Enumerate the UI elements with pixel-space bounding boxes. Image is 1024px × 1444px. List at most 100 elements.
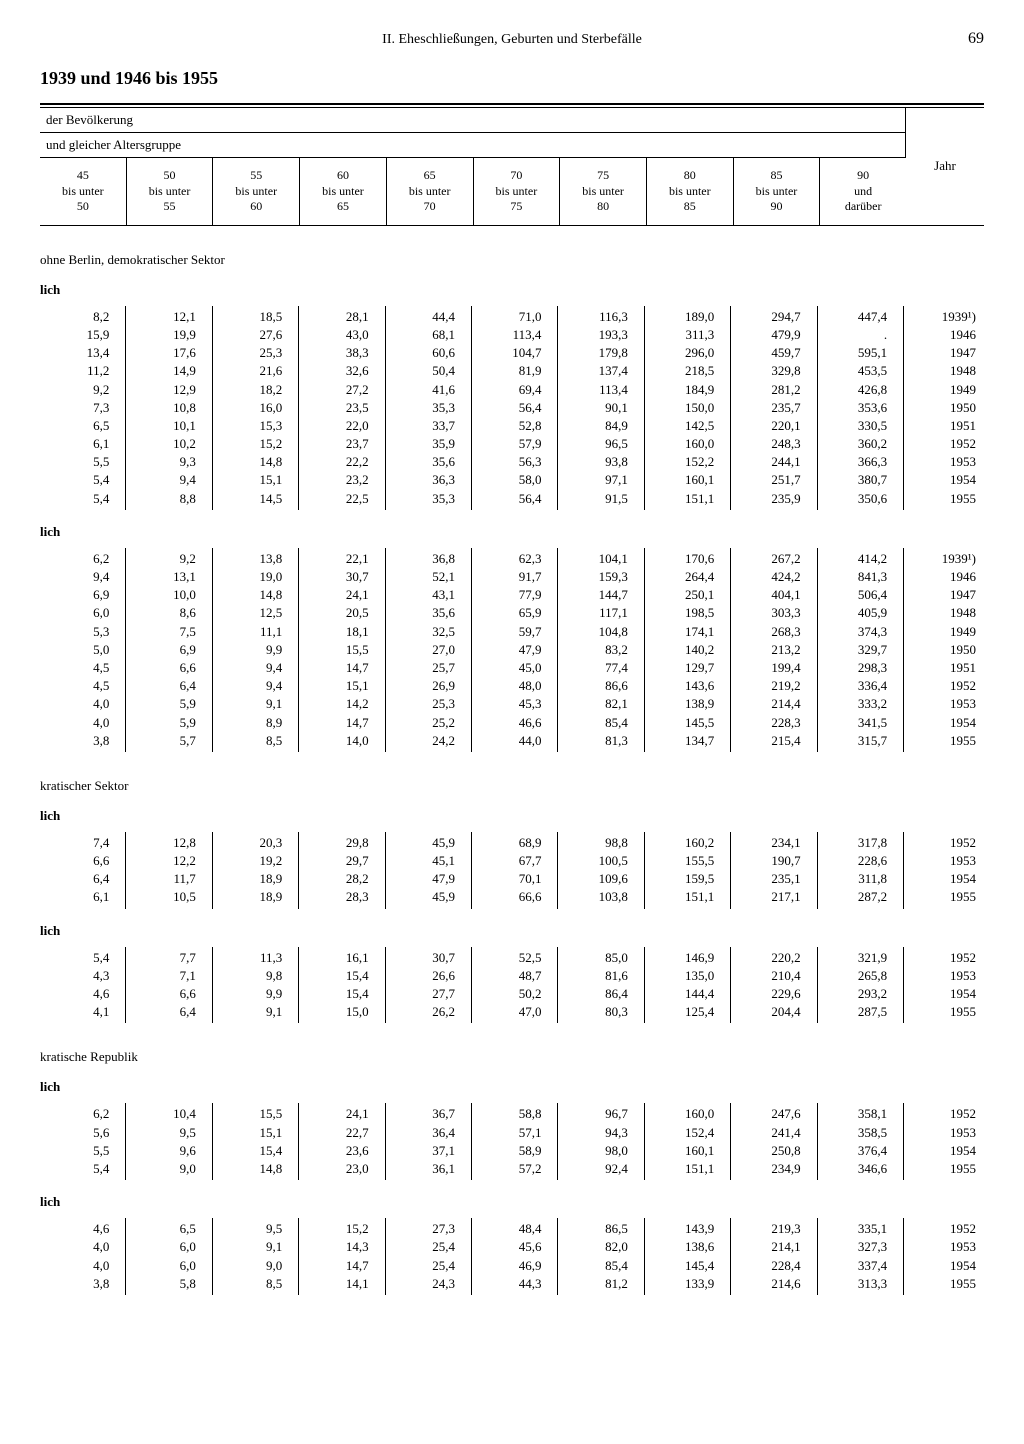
year-cell: 1948 — [906, 604, 976, 622]
data-cell: 33,7 — [388, 417, 455, 435]
data-cell: 97,1 — [560, 471, 627, 489]
data-cell: 58,0 — [474, 471, 541, 489]
data-cell: 179,8 — [560, 344, 627, 362]
data-cell: 10,4 — [128, 1105, 195, 1123]
data-cell: 250,8 — [733, 1142, 800, 1160]
data-cell: 19,2 — [215, 852, 282, 870]
data-cell: 85,4 — [560, 1257, 627, 1275]
data-cell: 9,8 — [215, 967, 282, 985]
data-col: 6,29,46,96,05,35,04,54,54,04,03,8 — [40, 548, 126, 752]
data-cell: 5,5 — [42, 453, 109, 471]
data-cell: 8,5 — [215, 732, 282, 750]
data-cell: 56,3 — [474, 453, 541, 471]
data-cell: 4,6 — [42, 985, 109, 1003]
data-col: 5,44,34,64,1 — [40, 947, 126, 1024]
data-cell: 337,4 — [820, 1257, 887, 1275]
data-cell: 311,8 — [820, 870, 887, 888]
data-cell: 281,2 — [733, 381, 800, 399]
data-col: 9,213,110,08,67,56,96,66,45,95,95,7 — [126, 548, 212, 752]
data-cell: 9,1 — [215, 1238, 282, 1256]
block-label: lich — [40, 1079, 984, 1095]
data-cell: 68,9 — [474, 834, 541, 852]
year-cell: 1947 — [906, 586, 976, 604]
data-cell: 5,0 — [42, 641, 109, 659]
data-col: 28,143,038,332,627,223,522,023,722,223,2… — [299, 306, 385, 510]
data-cell: 214,1 — [733, 1238, 800, 1256]
data-cell: 104,8 — [560, 623, 627, 641]
data-cell: 94,3 — [560, 1124, 627, 1142]
data-cell: 23,0 — [301, 1160, 368, 1178]
data-cell: 155,5 — [647, 852, 714, 870]
data-cell: 77,4 — [560, 659, 627, 677]
year-cell: 1955 — [906, 888, 976, 906]
data-cell: 82,1 — [560, 695, 627, 713]
data-cell: 160,1 — [647, 471, 714, 489]
data-cell: 346,6 — [820, 1160, 887, 1178]
data-cell: 5,4 — [42, 1160, 109, 1178]
data-col: 4,64,04,03,8 — [40, 1218, 126, 1295]
year-cell: 1954 — [906, 985, 976, 1003]
data-col: 447,4.595,1453,5426,8353,6330,5360,2366,… — [818, 306, 903, 510]
data-cell: 24,1 — [301, 586, 368, 604]
data-cell: 135,0 — [647, 967, 714, 985]
data-cell: 366,3 — [820, 453, 887, 471]
data-cell: 235,1 — [733, 870, 800, 888]
year-cell: 1952 — [906, 834, 976, 852]
data-cell: 5,8 — [128, 1275, 195, 1293]
data-cell: 36,7 — [388, 1105, 455, 1123]
data-col: 6,25,65,55,4 — [40, 1103, 126, 1180]
column-headers: 45bis unter5050bis unter5555bis unter606… — [40, 157, 906, 226]
data-cell: 189,0 — [647, 308, 714, 326]
data-col: 12,119,917,614,912,910,810,110,29,39,48,… — [126, 306, 212, 510]
block-label: lich — [40, 524, 984, 540]
year-cell: 1953 — [906, 852, 976, 870]
data-cell: 145,4 — [647, 1257, 714, 1275]
data-cell: 9,2 — [42, 381, 109, 399]
data-col: 10,49,59,69,0 — [126, 1103, 212, 1180]
data-cell: 228,4 — [733, 1257, 800, 1275]
data-cell: 210,4 — [733, 967, 800, 985]
data-block: 6,25,65,55,410,49,59,69,015,515,115,414,… — [40, 1103, 984, 1180]
data-cell: 14,7 — [301, 659, 368, 677]
data-cell: 265,8 — [820, 967, 887, 985]
data-cell: 35,6 — [388, 604, 455, 622]
data-cell: 294,7 — [733, 308, 800, 326]
data-cell: 13,4 — [42, 344, 109, 362]
data-cell: 23,5 — [301, 399, 368, 417]
data-cell: 69,4 — [474, 381, 541, 399]
data-cell: 214,4 — [733, 695, 800, 713]
data-cell: 25,4 — [388, 1257, 455, 1275]
data-cell: 24,1 — [301, 1105, 368, 1123]
data-col: 247,6241,4250,8234,9 — [731, 1103, 817, 1180]
data-cell: 81,2 — [560, 1275, 627, 1293]
data-cell: 14,8 — [215, 1160, 282, 1178]
data-cell: 9,9 — [215, 641, 282, 659]
data-cell: 58,9 — [474, 1142, 541, 1160]
data-cell: 50,4 — [388, 362, 455, 380]
data-cell: 287,5 — [820, 1003, 887, 1021]
data-cell: 5,9 — [128, 714, 195, 732]
data-cell: 160,1 — [647, 1142, 714, 1160]
data-cell: 234,9 — [733, 1160, 800, 1178]
data-cell: 6,2 — [42, 550, 109, 568]
data-cell: 235,7 — [733, 399, 800, 417]
data-cell: 5,4 — [42, 471, 109, 489]
data-cell: 15,0 — [301, 1003, 368, 1021]
data-cell: 104,1 — [560, 550, 627, 568]
data-cell: 62,3 — [474, 550, 541, 568]
data-cell: 9,3 — [128, 453, 195, 471]
data-col: 220,2210,4229,6204,4 — [731, 947, 817, 1024]
data-col: 146,9135,0144,4125,4 — [645, 947, 731, 1024]
header-pop: der Bevölkerung — [40, 108, 906, 133]
data-col: 16,115,415,415,0 — [299, 947, 385, 1024]
year-cell: 1955 — [906, 490, 976, 508]
data-cell: 6,2 — [42, 1105, 109, 1123]
data-cell: 45,9 — [388, 888, 455, 906]
data-cell: 10,1 — [128, 417, 195, 435]
data-cell: 8,9 — [215, 714, 282, 732]
data-cell: 143,6 — [647, 677, 714, 695]
data-cell: 4,6 — [42, 1220, 109, 1238]
data-cell: 152,4 — [647, 1124, 714, 1142]
year-cell: 1939¹) — [906, 308, 976, 326]
data-cell: 81,9 — [474, 362, 541, 380]
